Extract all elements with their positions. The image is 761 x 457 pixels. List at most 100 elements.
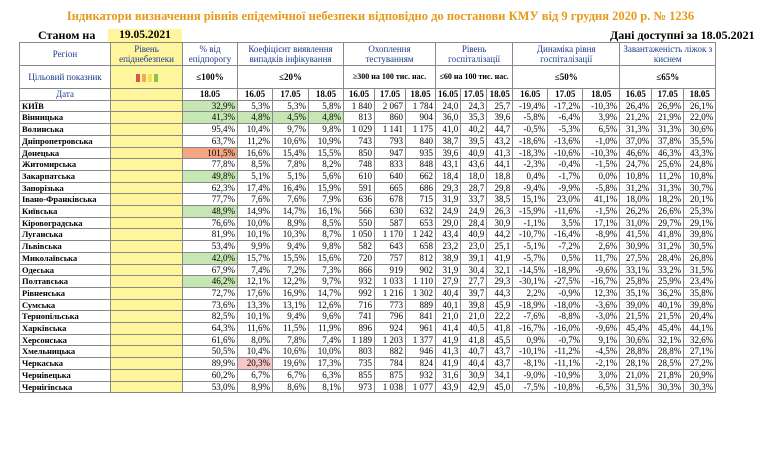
beds-cell: 28,8%: [651, 345, 685, 359]
region-name: Херсонська: [19, 333, 111, 347]
region-name: Тернопільська: [19, 310, 111, 324]
dyn-cell: -27,5%: [547, 275, 584, 288]
testing-cell: 1 110: [405, 275, 436, 288]
beds-cell: 30,6%: [683, 123, 717, 136]
testing-cell: 919: [374, 263, 406, 277]
dyn-cell: -5,1%: [512, 240, 549, 253]
target-pct: ≤100%: [182, 65, 238, 89]
date-beds-16: 16.05: [619, 88, 653, 101]
region-name: Сумська: [19, 298, 111, 312]
hosp-cell: 40,9: [460, 228, 488, 242]
beds-cell: 21,2%: [619, 111, 653, 125]
header-dyn: Динаміка рівня госпіталізації: [512, 42, 621, 66]
beds-cell: 25,6%: [651, 158, 685, 171]
target-testing: ≥300 на 100 тис. нас.: [343, 65, 436, 89]
beds-cell: 20,4%: [683, 310, 717, 324]
hosp-cell: 31,6: [434, 368, 462, 382]
level-green-swatch: [153, 73, 158, 82]
coef-cell: 10,1%: [237, 228, 273, 242]
hosp-cell: 30,9: [486, 216, 514, 230]
dyn-cell: -1,5%: [582, 205, 621, 218]
hosp-cell: 42,9: [460, 380, 488, 394]
date-pct: 18.05: [182, 88, 238, 101]
table-row: Дніпропетровська 63,7% 11,2% 10,6% 10,9% 743 7…: [19, 134, 717, 148]
testing-cell: 860: [374, 111, 406, 125]
hosp-cell: 30,4: [460, 263, 488, 277]
hosp-cell: 24,9: [434, 205, 462, 218]
beds-cell: 27,2%: [683, 357, 717, 370]
testing-cell: 591: [343, 181, 375, 195]
testing-cell: 743: [343, 134, 375, 148]
pct-cell: 42,0%: [182, 251, 238, 265]
coef-cell: 15,9%: [308, 181, 344, 195]
testing-cell: 932: [405, 368, 436, 382]
level-cell: [110, 134, 183, 148]
beds-cell: 41,5%: [619, 228, 653, 242]
level-cell: [110, 322, 183, 335]
beds-cell: 30,9%: [619, 240, 653, 253]
coef-cell: 9,6%: [308, 310, 344, 324]
date-coef-17: 17.05: [272, 88, 309, 101]
hosp-cell: 43,2: [486, 134, 514, 148]
status-date: 19.05.2021: [108, 29, 182, 42]
testing-cell: 882: [374, 345, 406, 359]
testing-cell: 1 029: [343, 123, 375, 136]
hosp-cell: 39,7: [460, 286, 488, 300]
pct-cell: 62,3%: [182, 181, 238, 195]
dyn-cell: -3,6%: [582, 298, 621, 312]
hosp-cell: 41,9: [434, 333, 462, 347]
header-region: Регіон: [19, 42, 111, 66]
coef-cell: 6,7%: [272, 368, 309, 382]
beds-cell: 30,5%: [683, 240, 717, 253]
coef-cell: 7,2%: [272, 263, 309, 277]
coef-cell: 8,7%: [308, 228, 344, 242]
coef-cell: 10,3%: [272, 228, 309, 242]
region-name: Харківська: [19, 322, 111, 335]
beds-cell: 32,6%: [683, 333, 717, 347]
testing-cell: 582: [343, 240, 375, 253]
coef-cell: 14,9%: [237, 205, 273, 218]
beds-cell: 31,2%: [651, 240, 685, 253]
level-cell: [110, 111, 183, 125]
coef-cell: 17,6%: [237, 286, 273, 300]
coef-cell: 9,8%: [308, 123, 344, 136]
hosp-cell: 18,0: [460, 169, 488, 183]
region-name: Миколаївська: [19, 251, 111, 265]
beds-cell: 39,0%: [619, 298, 653, 312]
date-dyn-16: 16.05: [512, 88, 549, 101]
dyn-cell: -8,9%: [582, 228, 621, 242]
target-hosp: ≤60 на 100 тис. нас.: [434, 65, 514, 89]
dyn-cell: -9,6%: [582, 322, 621, 335]
testing-cell: 1 077: [405, 380, 436, 394]
hosp-cell: 30,9: [460, 368, 488, 382]
header-hosp: Рівень госпіталізації: [434, 42, 514, 66]
dyn-cell: 3,5%: [547, 216, 584, 230]
testing-cell: 773: [374, 298, 406, 312]
testing-cell: 1 050: [343, 228, 375, 242]
dyn-cell: -18,9%: [547, 263, 584, 277]
testing-cell: 793: [374, 134, 406, 148]
testing-cell: 1 377: [405, 333, 436, 347]
pct-cell: 61,6%: [182, 333, 238, 347]
testing-cell: 1 170: [374, 228, 406, 242]
beds-cell: 33,1%: [619, 263, 653, 277]
beds-cell: 20,1%: [683, 193, 717, 207]
region-name: Київська: [19, 205, 111, 218]
beds-cell: 25,9%: [651, 275, 685, 288]
pct-cell: 49,8%: [182, 169, 238, 183]
hosp-cell: 24,3: [460, 99, 488, 113]
coef-cell: 15,6%: [308, 251, 344, 265]
region-name: Волинська: [19, 123, 111, 136]
coef-cell: 10,6%: [272, 345, 309, 359]
beds-cell: 22,0%: [683, 111, 717, 125]
beds-cell: 46,3%: [651, 146, 685, 160]
coef-cell: 11,2%: [237, 134, 273, 148]
coef-cell: 10,0%: [308, 345, 344, 359]
coef-cell: 10,1%: [237, 310, 273, 324]
hosp-cell: 18,8: [486, 169, 514, 183]
hosp-cell: 43,9: [434, 380, 462, 394]
coef-cell: 9,7%: [272, 123, 309, 136]
date-beds-17: 17.05: [651, 88, 685, 101]
coef-cell: 19,6%: [272, 357, 309, 370]
header-beds: Завантаженість ліжок з киснем: [619, 42, 717, 66]
